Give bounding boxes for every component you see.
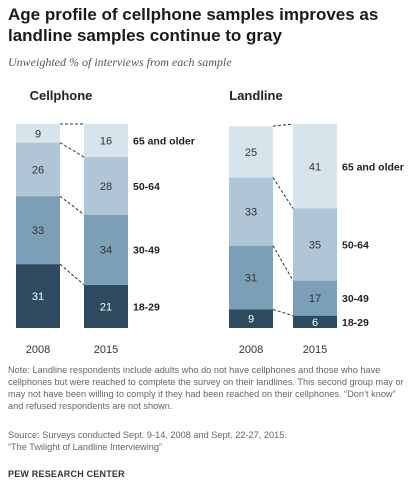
cellphone-value-label-2015-18-29: 21 <box>100 301 112 313</box>
cellphone-bar-2008-30-49 <box>16 196 60 265</box>
landline-bar-2015-30-49 <box>293 280 337 316</box>
cellphone-bar-2008-50-64 <box>16 142 60 197</box>
landline-year-label-2008: 2008 <box>239 344 263 356</box>
cellphone-category-label-65-and-older: 65 and older <box>133 136 195 148</box>
cellphone-year-label-2015: 2015 <box>94 344 118 356</box>
landline-value-label-2008-50-64: 33 <box>245 207 257 219</box>
landline-value-label-2008-18-29: 9 <box>248 314 254 326</box>
landline-value-label-2015-30-49: 17 <box>309 293 321 305</box>
landline-category-label-65-and-older: 65 and older <box>342 161 404 173</box>
cellphone-bar-2008-18-29 <box>16 264 60 328</box>
landline-category-label-50-64: 50-64 <box>342 240 369 252</box>
landline-bar-2015-65-and-older <box>293 124 337 209</box>
cellphone-bar-2015-18-29 <box>84 284 128 328</box>
landline-bar-2015-18-29 <box>293 315 337 328</box>
landline-category-label-30-49: 30-49 <box>342 293 369 305</box>
landline-bar-2008-18-29 <box>229 309 273 328</box>
landline-connector-4 <box>272 123 294 127</box>
landline-bar-2008-50-64 <box>229 177 273 246</box>
cellphone-bar-2015-50-64 <box>84 157 128 215</box>
chart-note: Note: Landline respondents include adult… <box>8 365 404 411</box>
cellphone-year-label-2008: 2008 <box>26 344 50 356</box>
cellphone-value-label-2015-30-49: 34 <box>100 245 112 257</box>
cellphone-category-label-50-64: 50-64 <box>133 181 160 193</box>
landline-bar-2008-65-and-older <box>229 126 273 178</box>
source-line-1: Source: Surveys conducted Sept. 9-14, 20… <box>8 430 287 440</box>
cellphone-value-label-2008-18-29: 31 <box>32 291 44 303</box>
source-line-2: “The Twilight of Landline Interviewing” <box>8 441 163 452</box>
cellphone-panel-title: Cellphone <box>30 88 93 103</box>
stacked-bar-charts: Cellphone 31 33 26 9 2008 21 34 28 16 2015 18-29 30-… <box>16 88 404 356</box>
cellphone-value-label-2015-65-and-older: 16 <box>100 136 112 148</box>
cellphone-bar-2015-65-and-older <box>84 124 128 158</box>
cellphone-connector-3 <box>59 142 85 158</box>
landline-bar-2008-30-49 <box>229 245 273 310</box>
cellphone-value-label-2008-30-49: 33 <box>32 225 44 237</box>
landline-connector-2 <box>272 245 294 281</box>
landline-category-label-18-29: 18-29 <box>342 317 369 329</box>
cellphone-connector-2 <box>59 195 85 216</box>
landline-value-label-2015-65-and-older: 41 <box>309 161 321 173</box>
cellphone-category-label-18-29: 18-29 <box>133 301 160 313</box>
landline-value-label-2015-18-29: 6 <box>312 317 318 329</box>
landline-value-label-2015-50-64: 35 <box>309 240 321 252</box>
landline-value-label-2008-65-and-older: 25 <box>245 147 257 159</box>
landline-bar-2015-50-64 <box>293 208 337 281</box>
chart-source: Source: Surveys conducted Sept. 9-14, 20… <box>8 430 410 453</box>
landline-connector-1 <box>272 308 294 317</box>
cellphone-value-label-2008-65-and-older: 9 <box>35 128 41 140</box>
cellphone-value-label-2008-50-64: 26 <box>32 164 44 176</box>
chart-title: Age profile of cellphone samples improve… <box>8 5 379 45</box>
landline-connector-3 <box>272 177 294 209</box>
pew-research-center-logo: PEW RESEARCH CENTER <box>8 469 125 479</box>
cellphone-category-label-30-49: 30-49 <box>133 245 160 257</box>
landline-panel-title: Landline <box>229 88 282 103</box>
chart-subtitle: Unweighted % of interviews from each sam… <box>8 55 232 69</box>
landline-value-label-2008-30-49: 31 <box>245 273 257 285</box>
cellphone-bar-2008-65-and-older <box>16 124 60 143</box>
cellphone-connector-1 <box>59 263 85 286</box>
cellphone-bar-2015-30-49 <box>84 214 128 285</box>
landline-year-label-2015: 2015 <box>303 344 327 356</box>
cellphone-value-label-2015-50-64: 28 <box>100 181 112 193</box>
